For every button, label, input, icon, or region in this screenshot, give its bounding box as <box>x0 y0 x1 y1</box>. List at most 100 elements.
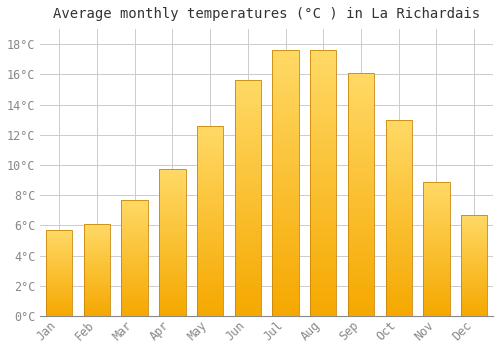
Bar <box>46 260 72 261</box>
Bar <box>122 257 148 258</box>
Bar <box>234 236 261 238</box>
Bar <box>461 307 487 308</box>
Bar <box>461 219 487 220</box>
Bar <box>46 296 72 297</box>
Bar <box>159 209 186 210</box>
Bar <box>424 273 450 274</box>
Bar <box>84 245 110 246</box>
Bar <box>197 244 224 246</box>
Bar <box>386 137 412 139</box>
Bar <box>122 246 148 247</box>
Bar <box>197 295 224 297</box>
Bar <box>272 194 299 196</box>
Bar <box>386 271 412 273</box>
Bar <box>122 313 148 314</box>
Bar <box>310 50 336 53</box>
Bar <box>122 309 148 310</box>
Bar <box>348 175 374 177</box>
Bar <box>84 313 110 314</box>
Bar <box>234 304 261 307</box>
Bar <box>197 299 224 301</box>
Bar <box>122 268 148 270</box>
Bar <box>234 281 261 283</box>
Bar <box>159 221 186 222</box>
Bar <box>197 126 224 128</box>
Bar <box>122 223 148 224</box>
Bar <box>159 293 186 294</box>
Bar <box>159 246 186 247</box>
Bar <box>197 169 224 172</box>
Bar <box>272 96 299 98</box>
Bar <box>234 85 261 88</box>
Bar <box>461 290 487 291</box>
Bar <box>272 71 299 74</box>
Bar <box>424 190 450 191</box>
Bar <box>386 204 412 206</box>
Bar <box>46 249 72 250</box>
Bar <box>46 278 72 279</box>
Bar <box>272 111 299 114</box>
Bar <box>197 293 224 295</box>
Bar <box>84 251 110 252</box>
Bar <box>234 125 261 127</box>
Bar <box>348 182 374 185</box>
Bar <box>197 229 224 230</box>
Bar <box>122 270 148 271</box>
Bar <box>386 202 412 204</box>
Bar <box>46 258 72 259</box>
Bar <box>197 223 224 225</box>
Bar <box>386 187 412 188</box>
Bar <box>272 212 299 215</box>
Bar <box>46 230 72 231</box>
Bar <box>46 238 72 239</box>
Bar <box>46 259 72 260</box>
Bar <box>348 75 374 78</box>
Bar <box>386 159 412 161</box>
Bar <box>386 190 412 192</box>
Bar <box>84 296 110 297</box>
Bar <box>461 266 487 267</box>
Bar <box>461 257 487 258</box>
Bar <box>461 306 487 307</box>
Bar <box>310 199 336 202</box>
Bar <box>122 224 148 225</box>
Bar <box>461 281 487 282</box>
Bar <box>84 303 110 304</box>
Bar <box>348 248 374 250</box>
Bar <box>197 137 224 139</box>
Bar <box>310 231 336 233</box>
Bar <box>234 111 261 113</box>
Bar <box>272 156 299 159</box>
Bar <box>461 242 487 243</box>
Bar <box>84 308 110 309</box>
Bar <box>310 66 336 69</box>
Bar <box>461 299 487 300</box>
Bar <box>46 254 72 255</box>
Bar <box>272 103 299 106</box>
Bar <box>386 135 412 137</box>
Bar <box>310 173 336 175</box>
Bar <box>159 231 186 232</box>
Bar <box>461 221 487 222</box>
Bar <box>46 315 72 316</box>
Bar <box>272 183 299 186</box>
Bar <box>424 258 450 259</box>
Bar <box>424 265 450 266</box>
Bar <box>46 307 72 308</box>
Bar <box>424 253 450 254</box>
Bar <box>122 259 148 260</box>
Bar <box>46 239 72 240</box>
Bar <box>197 173 224 175</box>
Bar <box>84 309 110 310</box>
Bar <box>234 250 261 252</box>
Bar <box>272 186 299 188</box>
Bar <box>46 313 72 314</box>
Bar <box>234 177 261 179</box>
Bar <box>386 133 412 135</box>
Bar <box>424 233 450 234</box>
Bar <box>46 230 72 316</box>
Bar <box>310 241 336 244</box>
Bar <box>424 250 450 251</box>
Bar <box>386 228 412 230</box>
Bar <box>122 276 148 278</box>
